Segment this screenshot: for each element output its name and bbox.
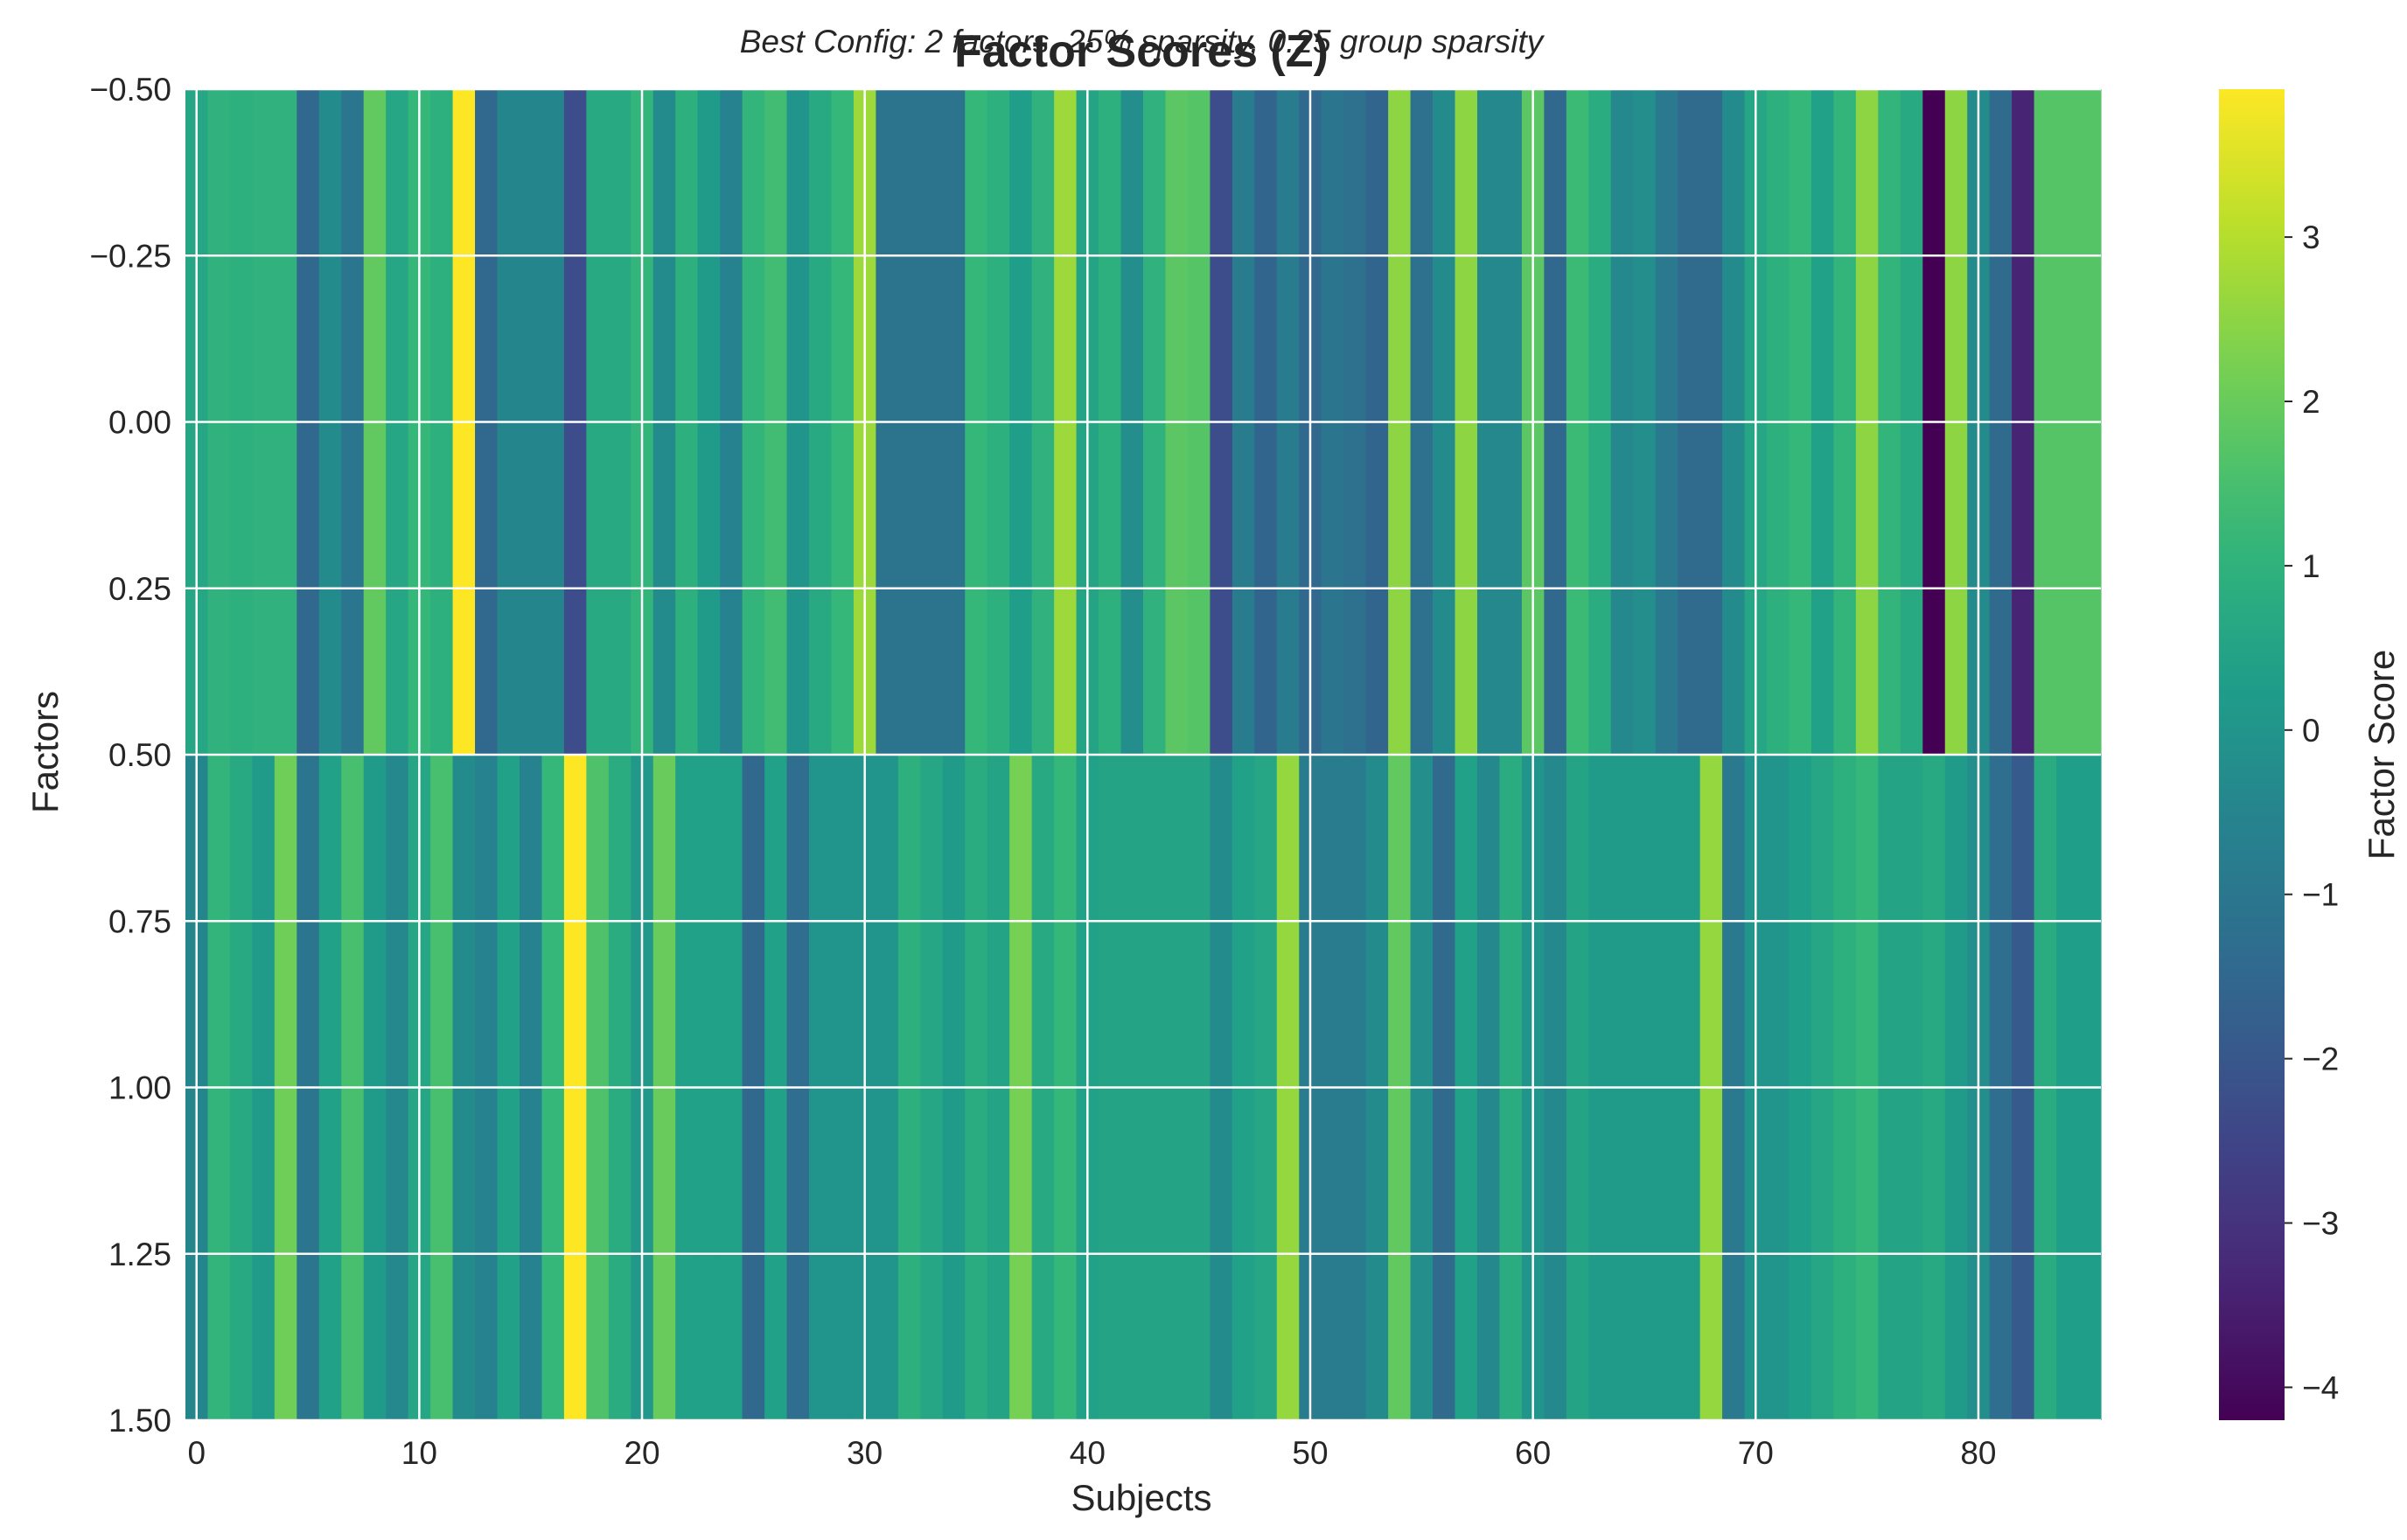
x-tick-label: 60 [1515,1435,1551,1471]
heatmap-grid [185,87,2101,1422]
x-tick-label: 20 [624,1435,659,1471]
x-axis-ticks: 0 10 20 30 40 50 60 70 80 [187,1435,1996,1471]
x-axis-label: Subjects [1071,1477,1211,1518]
colorbar-label: Factor Score [2361,650,2402,860]
y-tick-label: 1.50 [108,1403,171,1439]
colorbar [2219,89,2285,1420]
chart-subtitle: Best Config: 2 factors, 25% sparsity, 0.… [740,24,1545,59]
x-tick-label: 50 [1292,1435,1328,1471]
colorbar-tick-label: −4 [2302,1369,2339,1405]
x-tick-label: 70 [1738,1435,1774,1471]
y-tick-label: 0.75 [108,903,171,939]
y-axis-label: Factors [24,691,66,813]
x-tick-label: 80 [1960,1435,1996,1471]
colorbar-tick-label: −2 [2302,1042,2339,1077]
y-tick-label: −0.50 [89,72,171,108]
colorbar-tick-label: −3 [2302,1206,2339,1242]
chart-title: Factor Scores (Z) [954,26,1329,77]
colorbar-tick-label: 1 [2302,548,2320,584]
x-tick-label: 40 [1070,1435,1106,1471]
y-tick-label: 1.25 [108,1237,171,1272]
y-tick-label: 0.50 [108,737,171,773]
colorbar-tick-label: −1 [2302,877,2339,913]
y-tick-label: 1.00 [108,1070,171,1106]
x-tick-label: 0 [187,1435,206,1471]
x-tick-label: 10 [401,1435,437,1471]
colorbar-ticks: −4 −3 −2 −1 0 1 2 3 [2285,220,2339,1405]
colorbar-tick-label: 3 [2302,220,2320,255]
colorbar-tick-label: 2 [2302,384,2320,420]
y-axis-ticks: −0.50 −0.25 0.00 0.25 0.50 0.75 1.00 1.25 1.50 [89,72,171,1439]
x-tick-label: 30 [847,1435,883,1471]
y-tick-label: −0.25 [89,238,171,274]
colorbar-tick-label: 0 [2302,713,2320,749]
y-tick-label: 0.00 [108,405,171,441]
y-tick-label: 0.25 [108,571,171,607]
